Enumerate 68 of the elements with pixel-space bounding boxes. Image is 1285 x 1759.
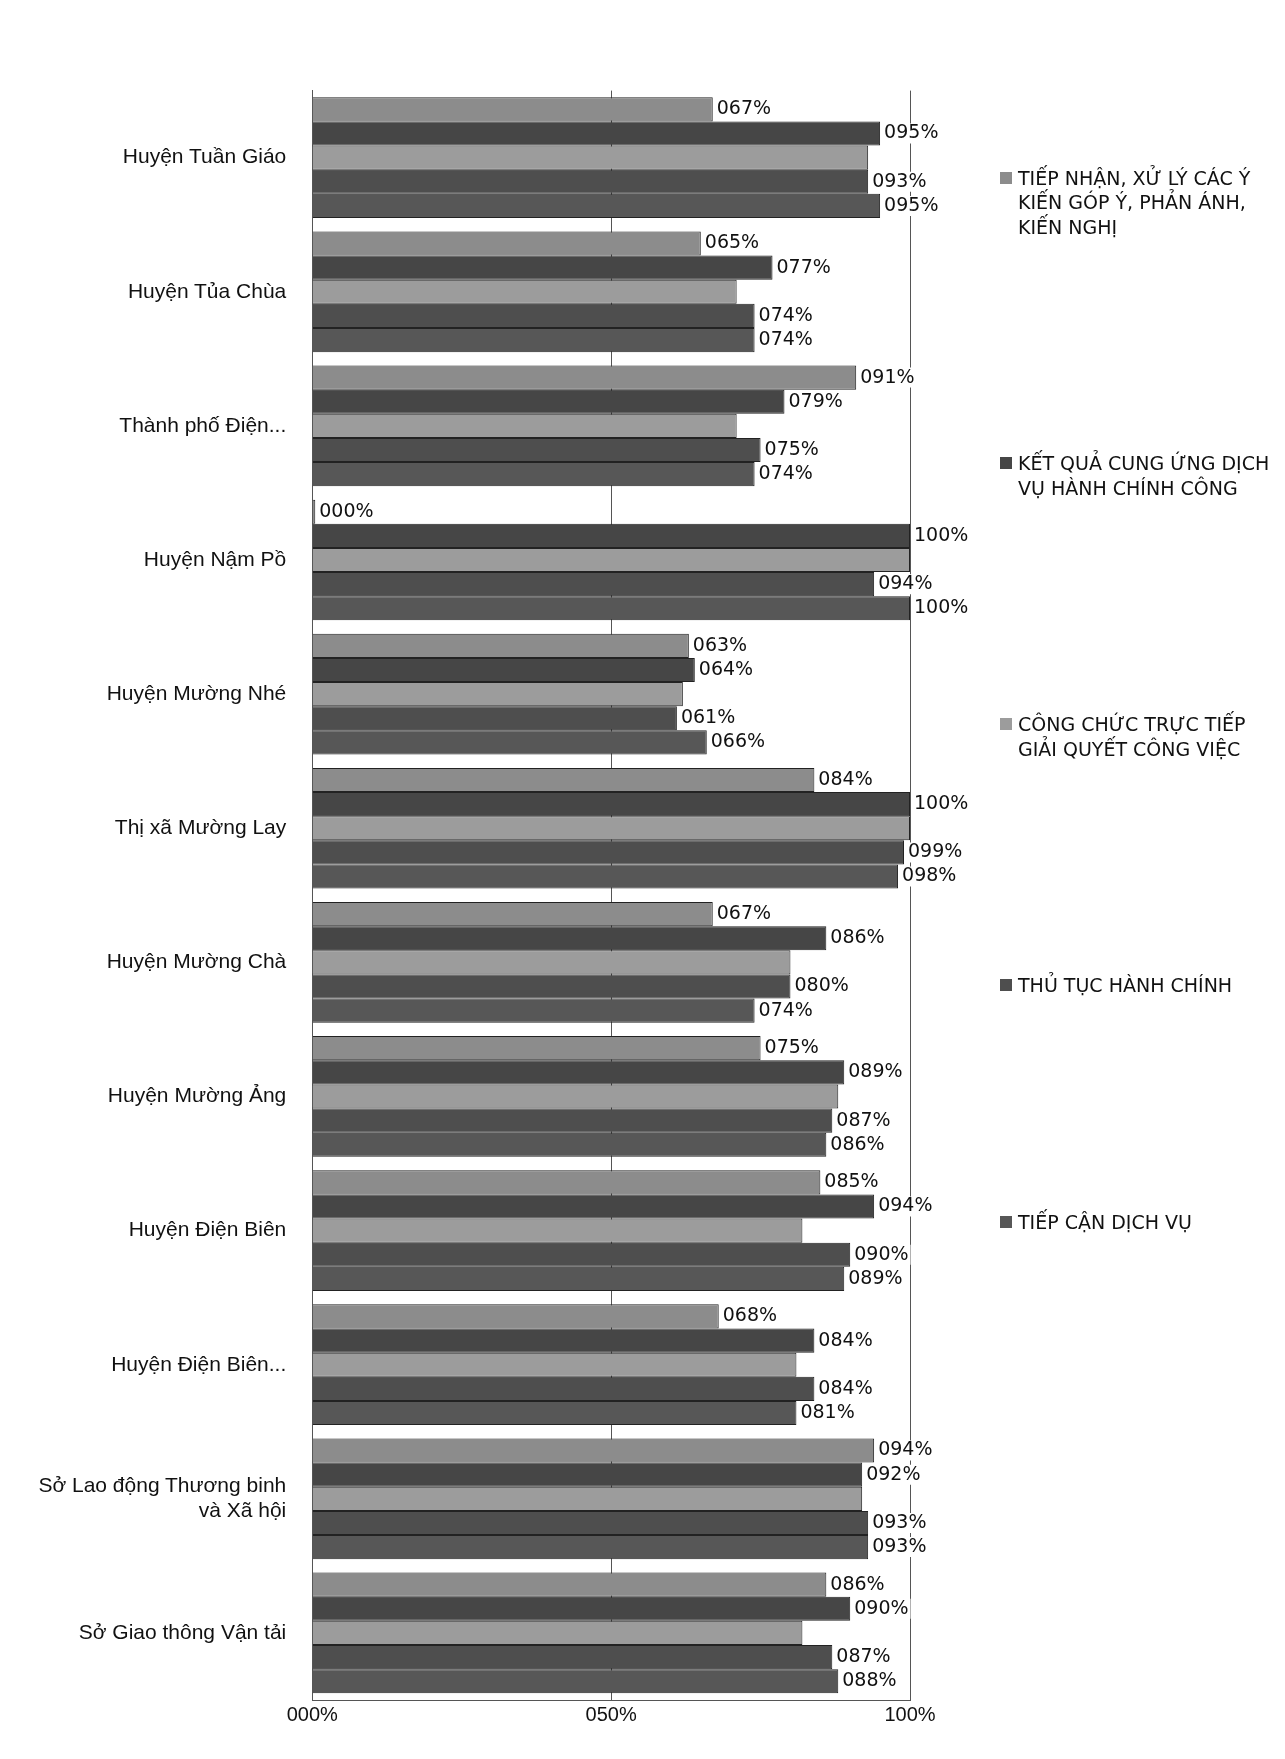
- data-label: 098%: [902, 863, 957, 886]
- legend-label: THỦ TỤC HÀNH CHÍNH: [1018, 973, 1233, 998]
- legend-label: CÔNG CHỨC TRỰC TIẾP GIẢI QUYẾT CÔNG VIỆC: [1018, 712, 1247, 762]
- data-label: 061%: [680, 705, 736, 728]
- data-label: 085%: [824, 1169, 879, 1192]
- data-label: 077%: [776, 254, 831, 277]
- data-label: 087%: [836, 1644, 891, 1667]
- y-tick-label: Huyện Mường Chà: [106, 949, 287, 973]
- data-label: 075%: [764, 1035, 819, 1058]
- data-label: 099%: [908, 839, 963, 862]
- y-tick-label: Huyện Mường Nhé: [106, 680, 287, 704]
- data-label: 067%: [716, 96, 772, 119]
- y-tick-label: Huyện Tủa Chùa: [127, 278, 287, 302]
- data-label: 100%: [914, 791, 969, 814]
- data-label: 092%: [866, 1461, 921, 1484]
- data-label: 095%: [884, 120, 939, 143]
- data-label: 089%: [848, 1059, 903, 1082]
- data-label: 075%: [764, 436, 819, 459]
- data-label: 100%: [914, 595, 969, 618]
- data-label: 094%: [878, 1437, 933, 1460]
- x-tick-label: 050%: [585, 1702, 637, 1725]
- y-tick-label: Thành phố Điện...: [119, 412, 287, 436]
- y-tick-label: Sở Lao động Thương binh và Xã hội: [38, 1473, 287, 1522]
- data-label: 067%: [716, 901, 772, 924]
- data-label: 074%: [758, 997, 813, 1020]
- data-label: 074%: [758, 461, 813, 484]
- data-label: 084%: [818, 1327, 873, 1350]
- data-label: 063%: [692, 632, 748, 655]
- data-label: 080%: [794, 973, 849, 996]
- data-label: 095%: [884, 192, 939, 215]
- data-label: 068%: [722, 1303, 778, 1326]
- data-label: 093%: [872, 1509, 927, 1532]
- data-label: 090%: [854, 1595, 909, 1618]
- data-label: 088%: [842, 1668, 897, 1691]
- data-label: 094%: [878, 571, 933, 594]
- y-tick-label: Huyện Nậm Pồ: [143, 546, 287, 570]
- data-label: 094%: [878, 1193, 933, 1216]
- legend-label: TIẾP NHẬN, XỬ LÝ CÁC Ý KIẾN GÓP Ý, PHẢN ÁNH, KIẾN NGHỊ: [1018, 165, 1252, 240]
- y-tick-label: Huyện Mường Ảng: [107, 1083, 287, 1107]
- data-label: 084%: [818, 1375, 873, 1398]
- data-label: 091%: [860, 364, 915, 387]
- legend-label: TIẾP CẬN DỊCH VỤ: [1018, 1209, 1192, 1235]
- data-label: 093%: [872, 168, 927, 191]
- data-label: 084%: [818, 766, 873, 789]
- data-label: 064%: [698, 656, 754, 679]
- data-label: 081%: [800, 1399, 855, 1422]
- data-label: 090%: [854, 1241, 909, 1264]
- data-label: 100%: [914, 522, 969, 545]
- data-label: 079%: [788, 388, 843, 411]
- data-label: 086%: [830, 925, 885, 948]
- y-tick-label: Huyện Điện Biên: [128, 1217, 287, 1241]
- data-label: 093%: [872, 1534, 927, 1557]
- legend-label: KẾT QUẢ CUNG ỨNG DỊCH VỤ HÀNH CHÍNH CÔNG: [1018, 451, 1270, 501]
- y-tick-label: Thị xã Mường Lay: [114, 815, 287, 839]
- x-tick-label: 100%: [884, 1702, 936, 1725]
- y-tick-label: Huyện Điện Biên...: [111, 1351, 287, 1375]
- data-label: 066%: [710, 729, 766, 752]
- y-tick-label: Huyện Tuần Giáo: [122, 144, 287, 168]
- data-label: 074%: [758, 302, 813, 325]
- data-label: 086%: [830, 1131, 885, 1154]
- y-tick-label: Sở Giao thông Vận tải: [78, 1619, 287, 1643]
- data-label: 089%: [848, 1265, 903, 1288]
- data-label: 000%: [319, 498, 374, 521]
- data-label: 086%: [830, 1571, 885, 1594]
- data-label: 087%: [836, 1107, 891, 1130]
- data-label: 074%: [758, 326, 813, 349]
- x-tick-label: 000%: [286, 1702, 339, 1725]
- data-label: 065%: [704, 230, 760, 253]
